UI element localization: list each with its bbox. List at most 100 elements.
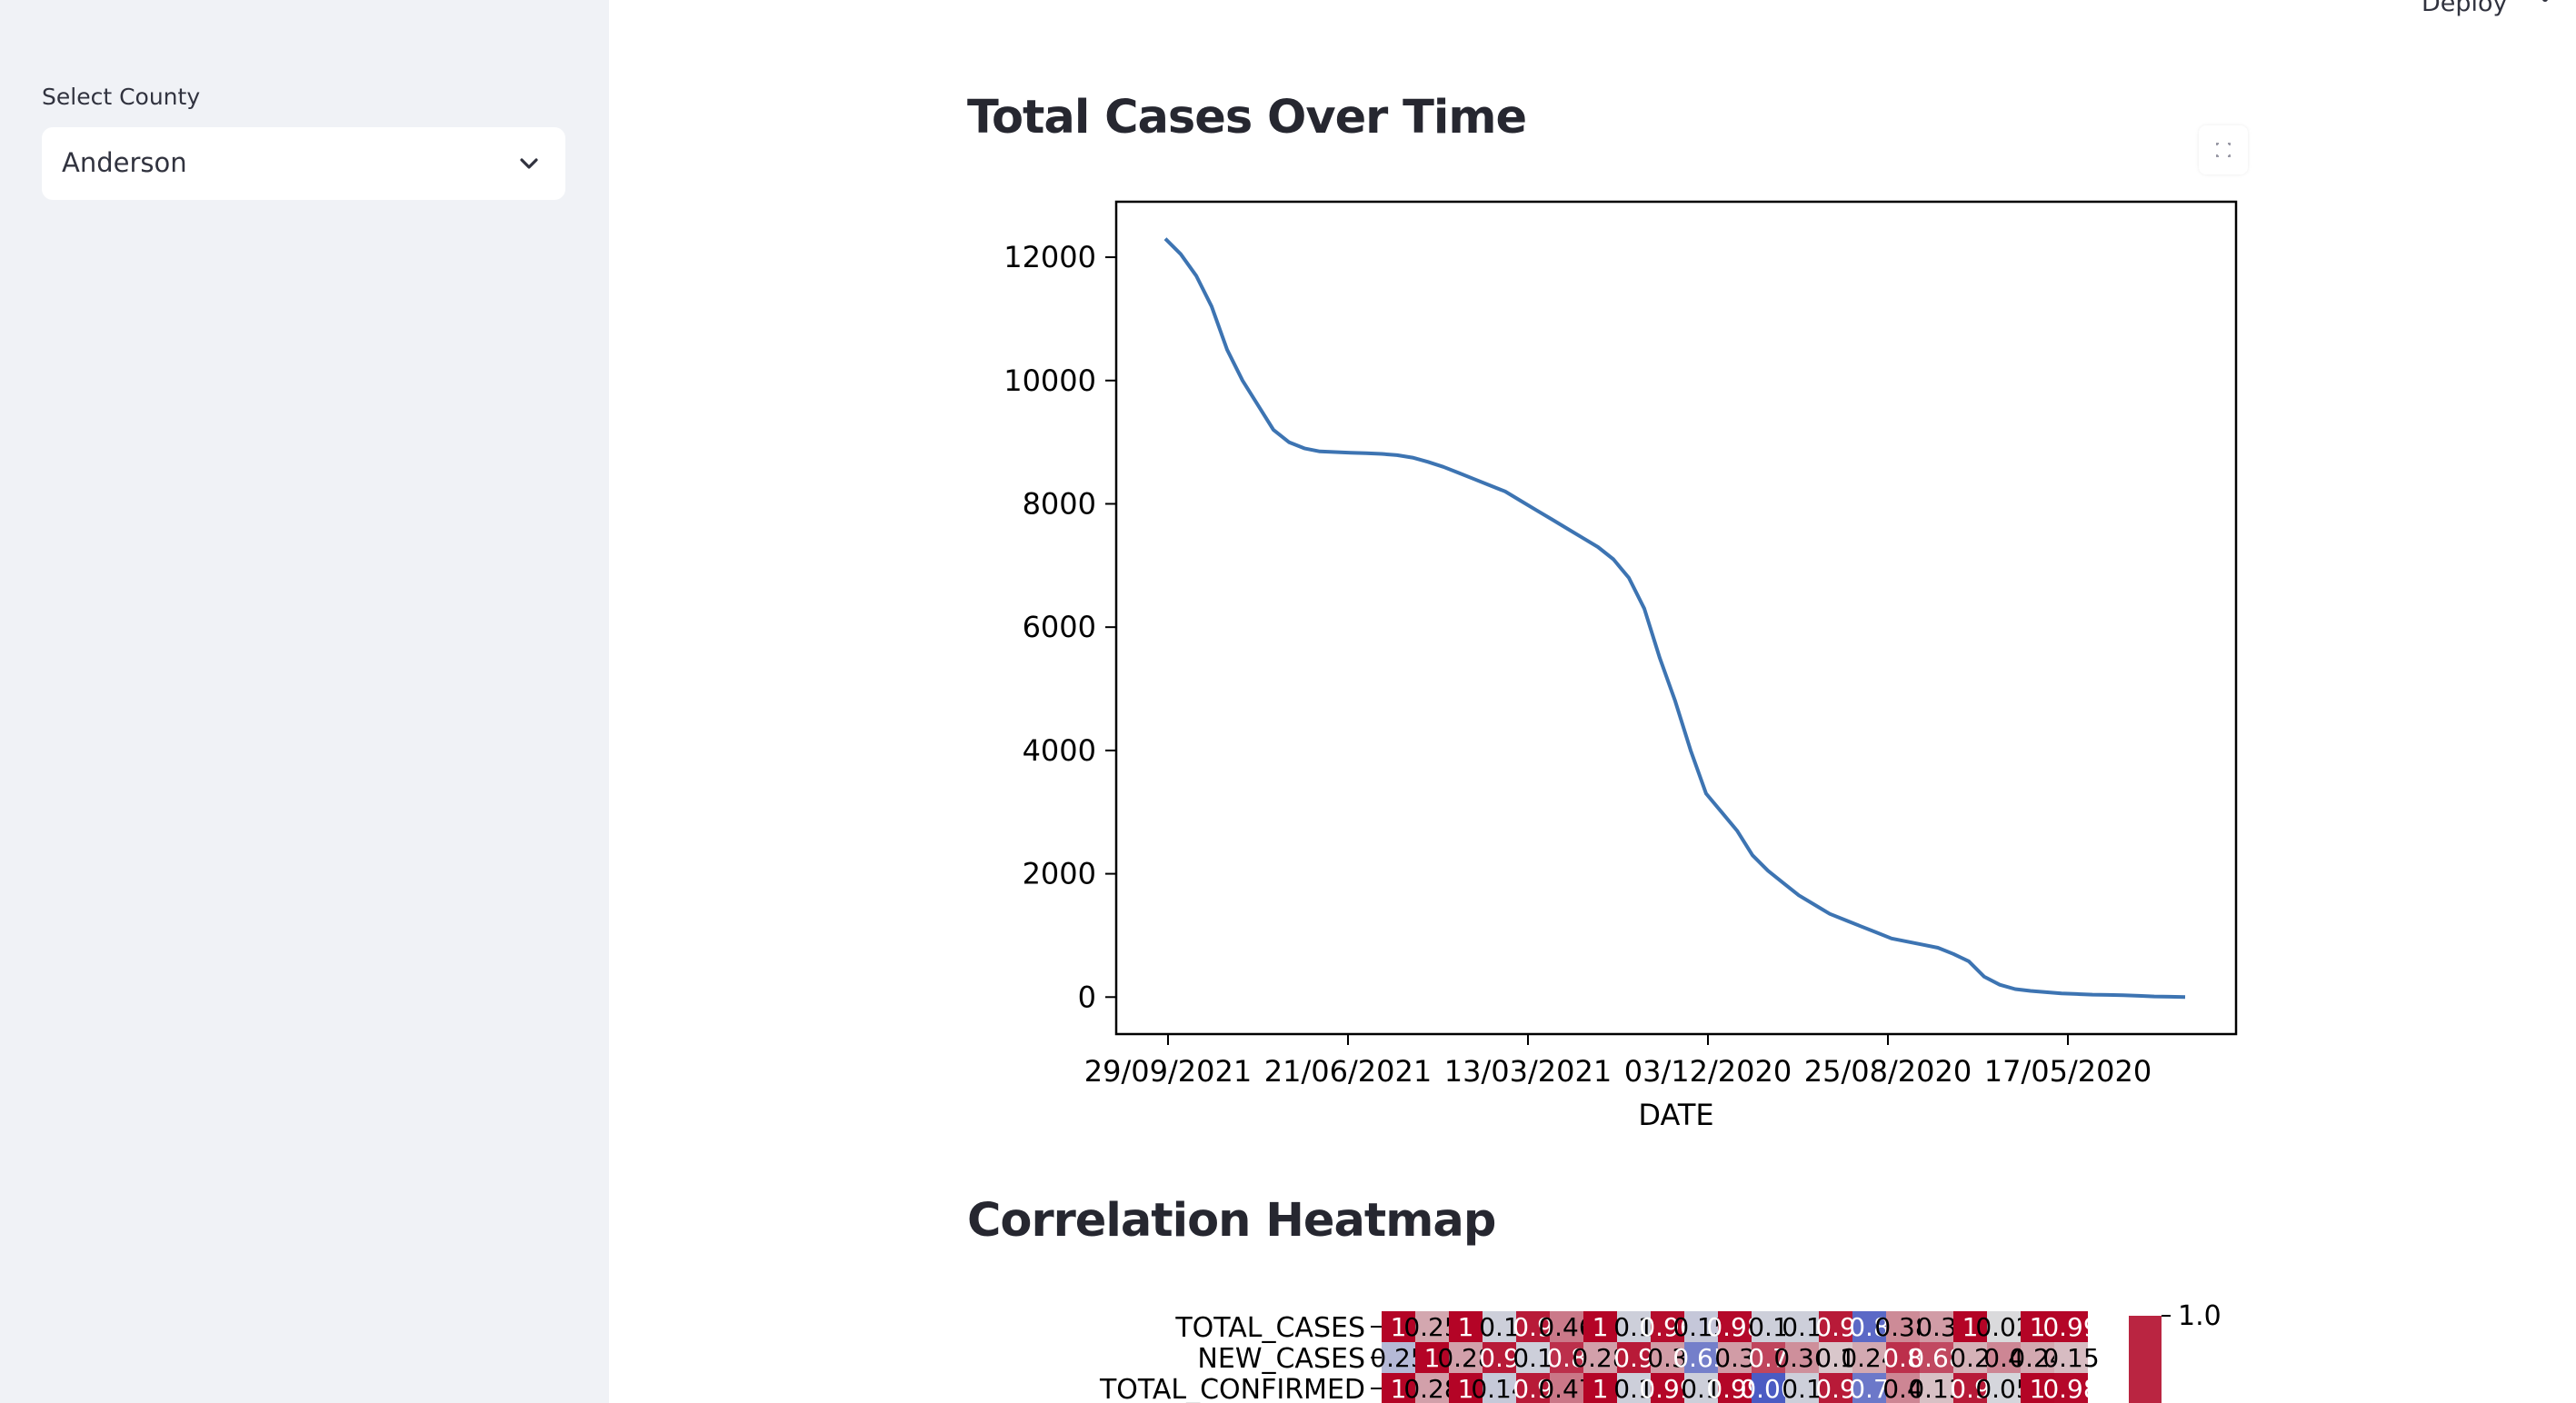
- heatmap-cell: [1953, 1342, 1987, 1373]
- county-select[interactable]: Anderson: [42, 127, 565, 200]
- heatmap-cell: [1819, 1311, 1852, 1342]
- heatmap-cell-label: 1: [1458, 1374, 1474, 1403]
- heatmap-cell-label: 0.9: [1815, 1312, 1856, 1342]
- heatmap-colorbar: [2129, 1316, 2162, 1403]
- heatmap-cell: [1415, 1342, 1449, 1373]
- x-tick-label: 03/12/2020: [1624, 1054, 1792, 1089]
- y-tick-label: 4000: [1023, 733, 1096, 768]
- heatmap-cell: [1449, 1373, 1483, 1403]
- heatmap-cell: [1953, 1373, 1987, 1403]
- heatmap-cell: [1852, 1373, 1886, 1403]
- heatmap-cell: [1819, 1342, 1852, 1373]
- chart-title: Total Cases Over Time: [967, 91, 1527, 144]
- y-tick-label: 10000: [1003, 363, 1096, 398]
- county-select-value: Anderson: [62, 147, 187, 178]
- heatmap-cell: [1886, 1311, 1920, 1342]
- heatmap-cell: [1852, 1311, 1886, 1342]
- heatmap-cell: [1987, 1373, 2021, 1403]
- heatmap-cell-label: 0.9: [1513, 1374, 1553, 1403]
- heatmap-cell: [2054, 1342, 2088, 1373]
- fullscreen-button[interactable]: [2199, 125, 2248, 174]
- heatmap-cell: [1718, 1342, 1752, 1373]
- heatmap-cell: [1718, 1311, 1752, 1342]
- kebab-menu-icon[interactable]: [2538, 0, 2552, 15]
- heatmap-cell: [2021, 1342, 2054, 1373]
- heatmap-cell: [1516, 1311, 1550, 1342]
- heatmap-cell: [1785, 1373, 1819, 1403]
- heatmap-cell-label: 0.8: [1546, 1343, 1587, 1373]
- heatmap-cell: [1415, 1373, 1449, 1403]
- heatmap-cell: [1953, 1311, 1987, 1342]
- heatmap-cell: [1651, 1342, 1684, 1373]
- heatmap-cell-label: 0.9: [1513, 1312, 1553, 1342]
- heatmap-title: Correlation Heatmap: [967, 1194, 1496, 1248]
- heatmap-cell: [1651, 1373, 1684, 1403]
- heatmap-cell: [1987, 1311, 2021, 1342]
- heatmap-cell-label: 0.1: [1513, 1343, 1553, 1373]
- heatmap-cell: [1583, 1311, 1617, 1342]
- heatmap-cell: [1415, 1311, 1449, 1342]
- correlation-heatmap: TOTAL_CASES 10.251 0.10.90.461 0.10.960.150…: [1099, 1300, 2222, 1403]
- heatmap-cell-label: 1: [1424, 1343, 1441, 1373]
- y-tick-label: 2000: [1023, 857, 1096, 891]
- heatmap-cell-label: 0.8: [1882, 1343, 1923, 1373]
- heatmap-cell: [1785, 1311, 1819, 1342]
- heatmap-cell: [1617, 1373, 1651, 1403]
- heatmap-cell: [1483, 1342, 1516, 1373]
- heatmap-cell: [1886, 1373, 1920, 1403]
- heatmap-cell: [1819, 1373, 1852, 1403]
- heatmap-cell: [1651, 1311, 1684, 1342]
- heatmap-cell-label: 0.1: [1613, 1374, 1654, 1403]
- heatmap-cell-label: 0.1: [1613, 1312, 1654, 1342]
- y-tick-label: 12000: [1003, 240, 1096, 274]
- heatmap-cell: [2021, 1311, 2054, 1342]
- heatmap-cell: [2054, 1373, 2088, 1403]
- heatmap-cell: [1852, 1342, 1886, 1373]
- x-tick-label: 17/05/2020: [1984, 1054, 2152, 1089]
- heatmap-cell-label: 0.9: [1950, 1374, 1991, 1403]
- heatmap-cell-label: 0.3: [1916, 1312, 1957, 1342]
- heatmap-cell: [1449, 1342, 1483, 1373]
- heatmap-cell: [1483, 1311, 1516, 1342]
- x-tick-label: 29/09/2021: [1084, 1054, 1252, 1089]
- x-tick-label: 13/03/2021: [1444, 1054, 1612, 1089]
- heatmap-cell-label: 0.8: [1849, 1312, 1890, 1342]
- heatmap-cell: [1516, 1342, 1550, 1373]
- y-tick-label: 0: [1078, 980, 1096, 1014]
- heatmap-cell-label: 0.1: [1479, 1312, 1520, 1342]
- heatmap-cell: [1550, 1311, 1583, 1342]
- heatmap-cell-label: 1: [2030, 1312, 2046, 1342]
- select-county-label: Select County: [42, 84, 201, 110]
- heatmap-cell: [1583, 1373, 1617, 1403]
- heatmap-cell-label: 0.4: [1882, 1374, 1923, 1403]
- x-axis-label: DATE: [1638, 1098, 1713, 1132]
- heatmap-cell: [1752, 1373, 1785, 1403]
- heatmap-cell-label: 0.2: [1950, 1343, 1991, 1373]
- heatmap-row-label: TOTAL_CONFIRMED: [1099, 1374, 1365, 1403]
- fullscreen-icon[interactable]: [2199, 125, 2248, 174]
- heatmap-cell: [1684, 1342, 1718, 1373]
- heatmap-cell-label: 1: [1593, 1374, 1609, 1403]
- heatmap-cell-label: 0.7: [1748, 1343, 1789, 1373]
- sidebar: Select County Anderson: [0, 0, 609, 1403]
- heatmap-cell-label: 0.9: [1479, 1343, 1520, 1373]
- heatmap-cell: [1617, 1342, 1651, 1373]
- heatmap-cell-label: 0.99: [2042, 1312, 2099, 1342]
- heatmap-cell: [1449, 1311, 1483, 1342]
- deploy-button[interactable]: Deploy: [2421, 0, 2508, 17]
- heatmap-cell: [1382, 1373, 1415, 1403]
- heatmap-row-label: TOTAL_CASES: [1174, 1312, 1365, 1344]
- heatmap-cell-label: 0.15: [2042, 1343, 2099, 1373]
- heatmap-cell-label: 1: [1458, 1312, 1474, 1342]
- heatmap-cell-label: 0.1: [1782, 1312, 1822, 1342]
- x-tick-label: 21/06/2021: [1264, 1054, 1432, 1089]
- heatmap-cell-label: 0.1: [1748, 1312, 1789, 1342]
- heatmap-cell: [2054, 1311, 2088, 1342]
- heatmap-cell: [1516, 1373, 1550, 1403]
- heatmap-cell: [1684, 1373, 1718, 1403]
- heatmap-cell: [1617, 1311, 1651, 1342]
- colorbar-tick-label: 1.0: [2178, 1300, 2222, 1332]
- chevron-down-icon[interactable]: [516, 151, 542, 176]
- heatmap-cell-label: 0.4: [1983, 1343, 2024, 1373]
- series-line-total-cases: [1163, 237, 2186, 1000]
